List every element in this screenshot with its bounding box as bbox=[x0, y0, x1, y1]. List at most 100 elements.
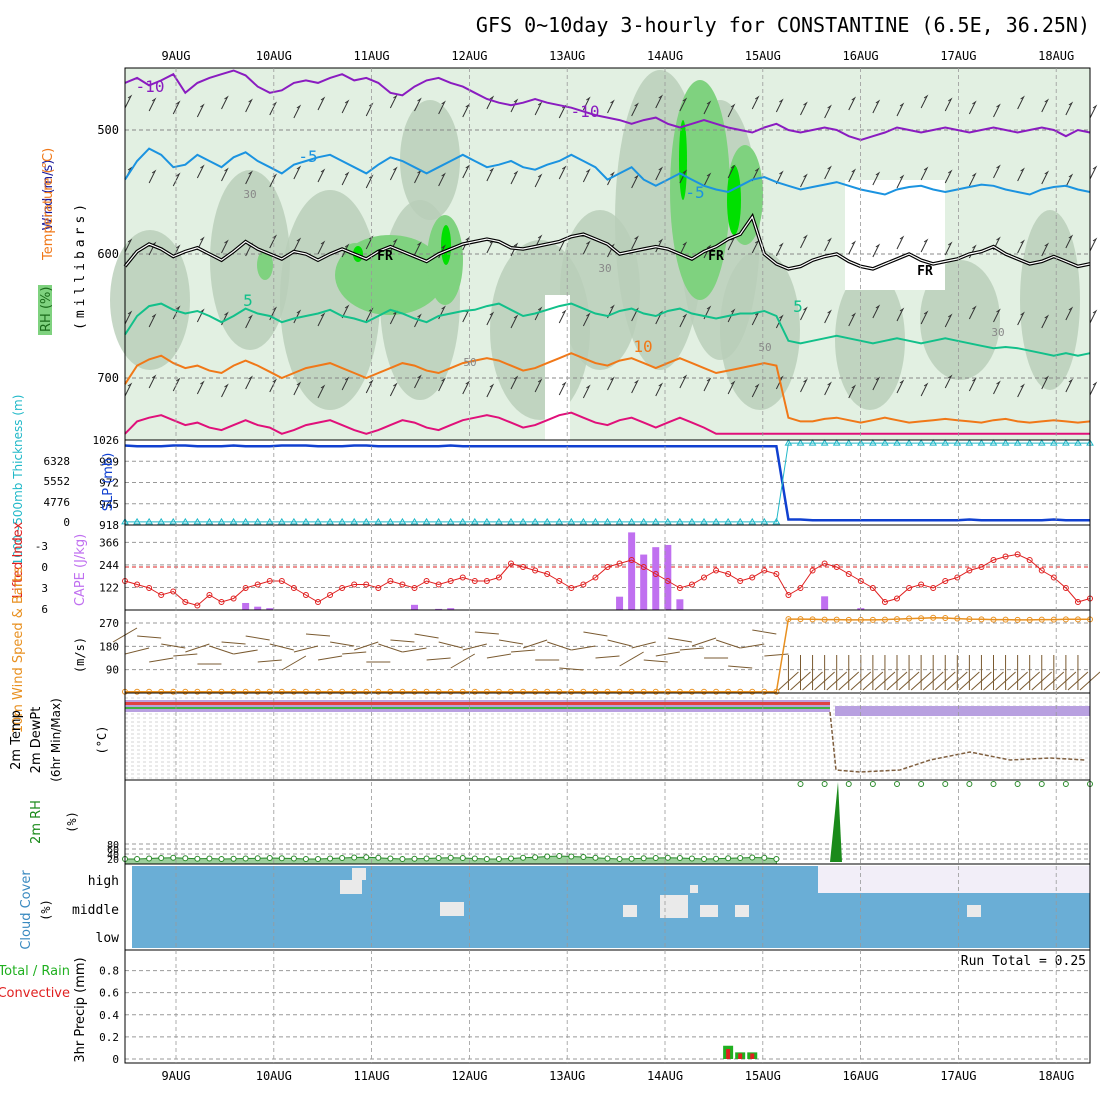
li-marker bbox=[206, 592, 213, 598]
wind-barb bbox=[172, 305, 181, 320]
rh-dry-area bbox=[845, 180, 945, 290]
wind-barb-10m bbox=[414, 633, 439, 639]
slp-tick-label: 1026 bbox=[93, 434, 120, 447]
thickness-marker bbox=[808, 439, 817, 446]
wind-barb bbox=[775, 375, 784, 390]
rh-shade-blob bbox=[720, 250, 800, 410]
rh-marker bbox=[254, 855, 261, 862]
rh-marker bbox=[725, 855, 732, 862]
wind-barb bbox=[365, 307, 374, 322]
wind-speed-marker bbox=[1014, 616, 1021, 623]
wind-speed-marker bbox=[278, 688, 285, 695]
wind-barb bbox=[269, 378, 278, 393]
cloud-axis-label: Cloud Cover bbox=[19, 870, 34, 950]
wind-barb bbox=[751, 167, 760, 182]
thickness-marker bbox=[868, 439, 877, 446]
cape-bar bbox=[266, 608, 274, 610]
thickness-marker bbox=[133, 517, 141, 525]
wind-barb bbox=[341, 171, 350, 186]
wind-speed-marker bbox=[520, 688, 527, 695]
li-marker bbox=[1014, 551, 1021, 558]
wind-barb bbox=[703, 377, 712, 392]
wind-speed-marker bbox=[954, 615, 961, 622]
wind-barb-10m bbox=[402, 647, 427, 653]
contour-label: 30 bbox=[243, 188, 256, 201]
wind-speed-marker bbox=[1002, 616, 1009, 623]
li-marker bbox=[327, 592, 334, 598]
li-marker bbox=[363, 581, 370, 588]
li-marker bbox=[302, 592, 309, 598]
rh-marker bbox=[918, 781, 925, 787]
wind-barb-10m bbox=[1019, 671, 1041, 691]
wind-speed-marker bbox=[930, 614, 937, 621]
rh-marker bbox=[749, 854, 756, 861]
rh-shade-moist bbox=[257, 250, 273, 280]
thickness-marker bbox=[953, 439, 962, 446]
wind-barb bbox=[800, 173, 808, 188]
rh-marker bbox=[1062, 781, 1069, 787]
wind-speed-marker bbox=[725, 688, 732, 695]
slp-line bbox=[124, 444, 1090, 522]
slp-tick-label: 999 bbox=[99, 455, 119, 468]
wind-barb bbox=[607, 376, 615, 391]
cape-bar bbox=[628, 532, 636, 610]
date-label-top: 16AUG bbox=[843, 49, 879, 63]
cape-bar bbox=[676, 599, 684, 610]
thickness-marker bbox=[603, 517, 612, 525]
li-marker bbox=[194, 602, 201, 609]
wind-barb bbox=[558, 309, 567, 324]
wind-speed-marker bbox=[447, 688, 454, 695]
wind-barb bbox=[655, 166, 664, 181]
cloud-gap bbox=[690, 885, 698, 893]
precip-tick-label: 0.2 bbox=[99, 1031, 119, 1044]
wind-barb bbox=[872, 243, 881, 258]
date-label-bottom: 17AUG bbox=[940, 1069, 976, 1083]
contour-label: 30 bbox=[598, 262, 611, 275]
rh-marker bbox=[845, 781, 852, 787]
li-marker bbox=[568, 585, 575, 591]
li-marker bbox=[471, 578, 478, 584]
rh-marker bbox=[435, 855, 442, 861]
wind-speed-marker bbox=[1050, 616, 1057, 623]
rh-marker bbox=[604, 855, 611, 862]
rh-marker bbox=[327, 855, 334, 862]
li-marker bbox=[1050, 574, 1057, 581]
li-marker bbox=[495, 574, 502, 581]
li-marker bbox=[170, 588, 177, 595]
li-marker bbox=[906, 585, 913, 591]
wind-barb-10m bbox=[922, 671, 944, 691]
wind-tick-label: 90 bbox=[106, 664, 119, 677]
li-marker bbox=[218, 599, 225, 605]
wind-barb bbox=[221, 383, 229, 398]
cloud-gap bbox=[623, 905, 637, 917]
wind-barb bbox=[872, 171, 881, 186]
wind-barb bbox=[848, 168, 857, 183]
li-marker bbox=[869, 585, 876, 591]
rh-marker bbox=[278, 855, 285, 862]
wind-barb-10m bbox=[1043, 671, 1065, 691]
li-marker bbox=[881, 599, 888, 605]
cloud-gap bbox=[967, 905, 981, 917]
wind-speed-marker bbox=[242, 688, 249, 695]
wind-barb bbox=[534, 378, 543, 393]
wind-barb bbox=[751, 95, 760, 110]
wind-speed-marker bbox=[809, 616, 816, 623]
wind-speed-marker bbox=[568, 688, 575, 695]
li-marker bbox=[845, 571, 852, 577]
wind-barb bbox=[920, 238, 929, 253]
rh-marker bbox=[218, 856, 225, 862]
wind-barb bbox=[317, 96, 326, 111]
wind-speed-marker bbox=[146, 688, 153, 695]
wind-barb-10m bbox=[802, 671, 823, 691]
li-marker bbox=[387, 578, 394, 584]
wind-barb bbox=[679, 241, 688, 256]
li-marker bbox=[701, 574, 707, 581]
rh-marker bbox=[544, 853, 551, 860]
wind-barb bbox=[751, 239, 760, 254]
wind-barb bbox=[727, 164, 736, 179]
wind-barb-10m bbox=[124, 647, 150, 655]
li-marker bbox=[737, 578, 744, 584]
date-label-bottom: 13AUG bbox=[549, 1069, 585, 1083]
li-marker bbox=[459, 574, 466, 581]
wind-barb bbox=[1041, 314, 1050, 329]
